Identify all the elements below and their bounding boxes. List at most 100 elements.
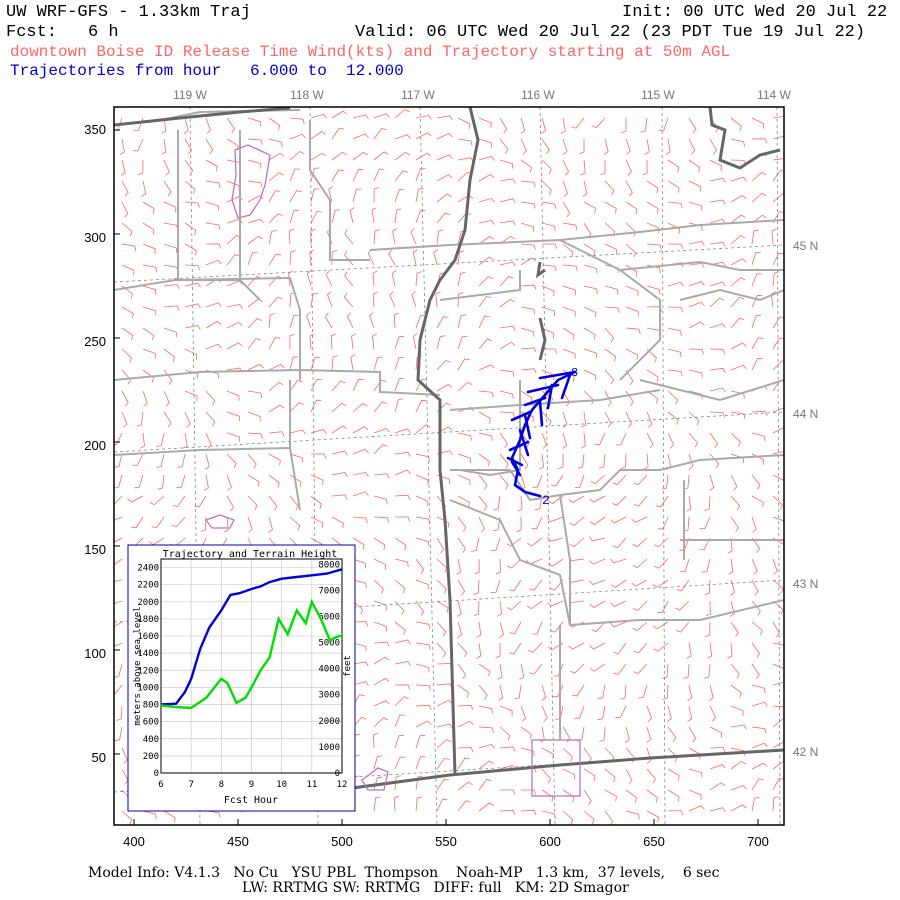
wind-barb [331, 425, 348, 434]
wind-barb [730, 342, 747, 350]
wind-barb [268, 382, 284, 392]
wind-barb [457, 537, 466, 554]
wind-barb [653, 537, 669, 548]
wind-barb [163, 327, 177, 338]
wind-barb [562, 327, 575, 340]
wind-barb [562, 789, 575, 803]
wind-barb [499, 789, 516, 795]
wind-barb [506, 600, 522, 611]
wind-barb [121, 222, 133, 237]
wind-barb [568, 597, 585, 603]
inset-plot-frame [160, 558, 343, 774]
init-time: Init: 00 UTC Wed 20 Jul 22 [622, 3, 888, 22]
wind-barb [436, 384, 453, 392]
wind-barb [114, 684, 123, 696]
wind-barb [521, 789, 537, 795]
wind-barb [583, 285, 598, 294]
wind-barb [393, 312, 399, 329]
wind-barb [709, 411, 725, 418]
wind-barb [499, 411, 515, 418]
wind-barb [331, 380, 346, 392]
wind-barb [709, 474, 715, 491]
wind-barb [520, 257, 537, 266]
wind-barb [457, 516, 467, 532]
wind-barb [541, 411, 552, 426]
wind-barb [172, 495, 186, 508]
wind-barb [772, 741, 784, 749]
wind-barb [541, 432, 548, 449]
wind-barb [268, 117, 281, 131]
wind-barb [457, 757, 470, 770]
wind-barb [457, 621, 463, 638]
wind-barb [499, 220, 516, 226]
wind-barb [394, 451, 411, 457]
wind-barb [688, 432, 698, 448]
wind-barb [520, 726, 533, 740]
wind-barb [730, 214, 746, 224]
wind-barb [436, 579, 447, 594]
wind-barb [306, 270, 312, 287]
wind-barb [372, 333, 378, 350]
wind-barb [495, 558, 502, 575]
wind-barb [226, 342, 243, 350]
wind-barb [562, 285, 576, 296]
wind-barb [562, 264, 578, 272]
wind-barb [373, 128, 387, 140]
inset-chart: Trajectory and Terrain Height 2400 2200 20… [127, 544, 356, 812]
wind-barb [534, 495, 543, 511]
wind-barb [709, 367, 726, 373]
wind-barb [373, 113, 390, 119]
wind-barb [688, 411, 700, 426]
wind-barb [646, 768, 656, 784]
wind-barb [772, 451, 784, 455]
wind-barb [583, 201, 596, 214]
wind-barb [772, 495, 783, 510]
wind-barb [751, 642, 760, 659]
wind-barb [499, 198, 516, 204]
wind-barb [581, 411, 587, 428]
wind-barb [247, 117, 262, 127]
wind-barb [688, 138, 696, 155]
wind-barb [352, 579, 367, 589]
wind-barb [184, 222, 197, 236]
wind-barb [541, 768, 552, 784]
wind-barb [352, 621, 369, 627]
wind-barb [493, 495, 501, 511]
wind-barb [520, 138, 527, 155]
wind-barb [394, 639, 411, 645]
wind-barb [610, 621, 627, 628]
wind-barb [730, 621, 739, 638]
inset-y-right-tick: 5000 [318, 639, 340, 649]
wind-barb [142, 348, 156, 359]
wind-barb [352, 168, 364, 182]
trajectory-path [506, 370, 577, 498]
wind-barb [583, 390, 594, 405]
inset-y-right-tick: 2000 [318, 717, 340, 727]
wind-barb [352, 681, 369, 686]
wind-barb [520, 453, 529, 470]
wind-barb [541, 138, 550, 155]
wind-barb [772, 642, 784, 646]
wind-barb [541, 684, 547, 701]
y-tick-label: 100 [84, 646, 106, 661]
wind-barb [590, 474, 606, 485]
wind-barb [772, 558, 778, 575]
wind-barb [395, 516, 411, 522]
inset-y-right-tick: 3000 [318, 691, 340, 701]
wind-barb [604, 327, 614, 343]
inset-title: Trajectory and Terrain Height [163, 549, 338, 560]
wind-barb [598, 453, 606, 469]
wind-barb [247, 218, 264, 224]
wind-barb [457, 684, 469, 698]
wind-barb [268, 495, 278, 511]
forecast-label: Fcst: [6, 23, 58, 42]
wind-barb [751, 294, 763, 308]
wind-barb [163, 348, 175, 362]
wind-barb [625, 201, 638, 215]
wind-barb [121, 390, 129, 407]
inset-y-left-tick: 1400 [137, 649, 159, 659]
inset-y-right-tick: 8000 [318, 560, 340, 570]
wind-barb [751, 171, 767, 182]
wind-barb [415, 453, 430, 462]
wind-barb [709, 281, 726, 287]
